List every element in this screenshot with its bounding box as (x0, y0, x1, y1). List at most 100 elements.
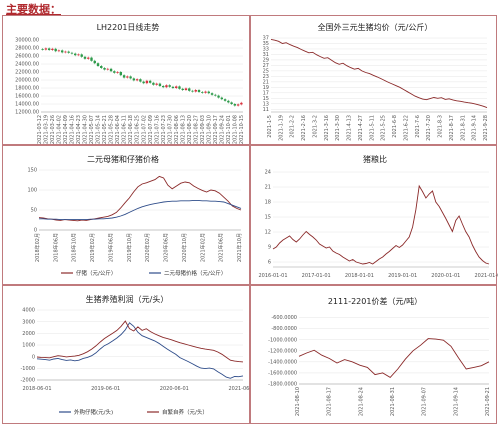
x-tick-label: 2021-09-07 (422, 387, 428, 416)
candle-body (233, 104, 237, 106)
y-tick-label: 15 (263, 96, 269, 102)
x-tick-label: 2021-3-30 (335, 115, 341, 141)
candle-body (220, 97, 224, 100)
x-tick-label: 2021-05-21 (102, 115, 108, 144)
x-tick-label: 2021-09-21 (485, 387, 491, 416)
chart-panel-lh2201-daily: LH2201日线走势 30000.00 28000.00 26000.00 24000.… (2, 15, 250, 145)
chart-hog-grain-ratio: 猪粮比 24 21 18 15 12 9 6 2016-01-01 2017-01-01 2018-… (258, 154, 498, 279)
candle-body (158, 83, 162, 86)
y-tick-label: 15 (265, 215, 271, 221)
x-tick-label: 2021-09-03 (200, 115, 206, 144)
series-line (39, 199, 242, 221)
x-tick-label: 2018年10月 (71, 233, 78, 262)
chart-lh2201-candlestick: LH2201日线走势 30000.00 28000.00 26000.00 24000.… (15, 22, 245, 144)
candle-body (152, 82, 155, 85)
x-tick-label: 2021-06-01 (228, 386, 251, 392)
x-tick-label: 2021-07-09 (148, 115, 154, 144)
chart-panel-hog-grain-ratio: 猪粮比 24 21 18 15 12 9 6 2016-01-01 2017-01-01 2018-… (250, 145, 498, 285)
y-tick-label: 11 (263, 107, 269, 113)
candle-body (223, 99, 227, 101)
x-tick-label: 2021-08-06 (174, 115, 180, 144)
x-tick-label: 2020年02月 (144, 233, 151, 262)
candle-body (90, 57, 93, 61)
x-tick-label: 2020年06月 (163, 233, 170, 262)
legend-label: 仔猪（元/公斤） (76, 269, 116, 277)
x-tick-label: 2021-08-13 (180, 115, 186, 144)
x-tick-label: 2018-01-01 (345, 273, 374, 279)
x-tick-label: 2020年10月 (181, 233, 188, 262)
y-tick-label: -1200.0000 (268, 348, 297, 354)
candle-body (142, 81, 145, 84)
chart-title: 二元母猪和仔猪价格 (87, 154, 159, 164)
x-tick-label: 2021-7-6 (415, 115, 421, 138)
series-line (270, 38, 488, 109)
chart-breeding-profit: 生猪养殖利润（元/头） 4000 3000 2000 1000 0 -1000 -2000 20… (20, 294, 251, 416)
x-tick-label: 2019-01-01 (388, 273, 417, 279)
candle-body (106, 68, 109, 70)
y-tick-label: 12000.00 (15, 110, 39, 116)
chart-title: LH2201日线走势 (97, 22, 160, 32)
candle-body (129, 76, 132, 79)
x-tick-label: 2021-7-20 (426, 115, 432, 141)
y-tick-label: 18 (265, 200, 271, 206)
x-tick-label: 2021-07-23 (161, 115, 167, 144)
chart-national-hog-price: 全国外三元生猪均价（元/公斤）3735333129272523211917151… (263, 22, 489, 141)
y-tick-label: -1400.0000 (268, 359, 297, 365)
candle-body (116, 72, 119, 73)
x-tick-label: 2021-06-11 (122, 115, 128, 144)
y-tick-label: 21 (265, 185, 271, 191)
y-tick-label: 24000.00 (15, 62, 39, 68)
x-tick-label: 2018-06-01 (22, 386, 51, 392)
y-tick-label: 20000.00 (15, 78, 39, 84)
y-tick-label: 35 (263, 41, 269, 47)
candle-body (236, 104, 240, 106)
candle-body (148, 80, 152, 83)
candle-body (93, 60, 96, 64)
x-tick-label: 2017-01-01 (302, 273, 331, 279)
x-tick-label: 2021-07-02 (141, 115, 147, 144)
chart-title: 2111-2201价差（元/吨） (328, 296, 422, 306)
candle-body (201, 92, 204, 93)
x-tick-label: 2021-08-20 (187, 115, 193, 144)
x-tick-label: 2021-04-16 (70, 115, 76, 144)
y-tick-label: -1000 (20, 366, 35, 372)
y-tick-label: 17 (263, 90, 269, 96)
candle-body (60, 50, 64, 53)
x-tick-label: 2021-04-09 (63, 115, 69, 144)
y-tick-label: -1600.0000 (268, 371, 297, 377)
candle-body (191, 90, 194, 92)
y-tick-label: 18000.00 (15, 86, 39, 92)
candle-body (96, 63, 100, 66)
x-tick-label: 2018年06月 (52, 233, 59, 262)
candle-body (207, 91, 210, 94)
candle-body (155, 83, 158, 85)
series-line (298, 338, 490, 378)
y-tick-label: 23 (263, 74, 269, 80)
candle-body (103, 68, 106, 70)
x-tick-label: 2021-3-2 (312, 115, 318, 138)
y-tick-label: 16000.00 (15, 94, 39, 100)
candle-body (57, 50, 61, 52)
candle-body (139, 79, 142, 82)
candle-body (100, 66, 103, 68)
x-tick-label: 2021-1-19 (278, 115, 284, 141)
series-line (36, 320, 244, 363)
x-tick-label: 2021-01-01 (474, 273, 498, 279)
candle-body (122, 75, 126, 78)
y-tick-label: -2000 (20, 378, 35, 384)
chart-panel-sow-piglet-price: 二元母猪和仔猪价格 150 100 50 0 2018年02月 2018年06月 2018年1… (2, 145, 250, 285)
y-tick-label: 21 (263, 79, 269, 85)
y-tick-label: -800.0000 (271, 326, 297, 332)
x-tick-label: 2016-01-01 (258, 273, 287, 279)
y-tick-label: 2000 (22, 331, 35, 337)
x-tick-label: 2020-01-01 (431, 273, 460, 279)
y-tick-label: 19 (263, 85, 269, 91)
x-tick-label: 2021-09-24 (219, 115, 225, 144)
candle-body (197, 90, 201, 92)
y-tick-label: 27 (263, 63, 269, 69)
x-tick-label: 2021-03-26 (50, 115, 56, 144)
candle-body (194, 90, 197, 92)
candle-body (77, 54, 80, 56)
chart-panel-national-hog-price: 全国外三元生猪均价（元/公斤） 37 35 33 31 29 27 25 23 21 19 17 15 1… (250, 15, 497, 145)
candle-body (168, 85, 171, 87)
